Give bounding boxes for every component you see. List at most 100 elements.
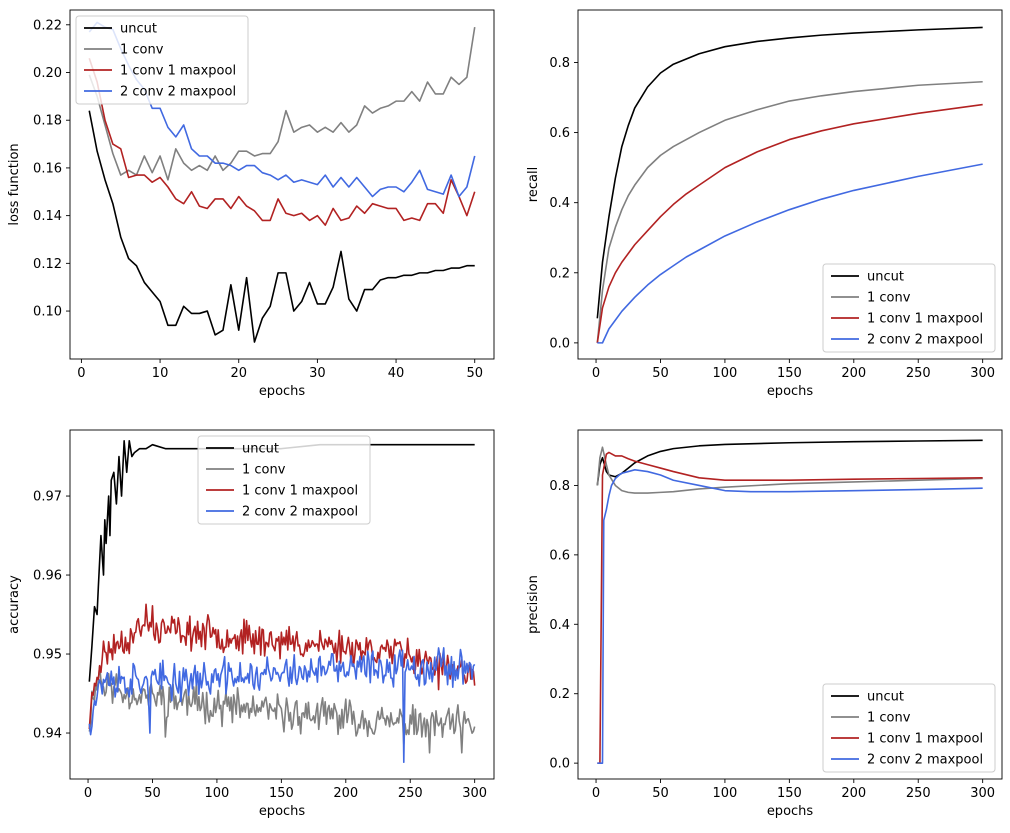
- legend-label: 1 conv: [242, 463, 286, 478]
- y-tick-label: 0.96: [33, 569, 62, 584]
- chart-recall: 0 50 100 150 200 250 300 0.0 0.2 0.4 0.6 0.8 epochs r…: [526, 9, 1003, 399]
- y-tick-label: 0.18: [33, 114, 62, 129]
- series-line-2-conv-2-maxpool: [88, 647, 476, 764]
- legend-label: 1 conv: [867, 711, 911, 726]
- legend-box: [75, 15, 249, 105]
- y-axis-label: precision: [526, 575, 541, 634]
- series-line-1-conv: [88, 27, 476, 181]
- legend-box: [197, 435, 371, 525]
- y-tick-label: 0.2: [549, 266, 570, 281]
- x-tick-label: 250: [906, 786, 931, 801]
- x-tick-label: 300: [970, 786, 995, 801]
- legend-label: 1 conv: [120, 43, 164, 58]
- legend-label: uncut: [867, 270, 904, 285]
- legend-label: uncut: [867, 690, 904, 705]
- x-tick-label: 20: [230, 366, 247, 381]
- legend-label: 1 conv 1 maxpool: [867, 312, 983, 327]
- x-axis-label: epochs: [259, 384, 306, 399]
- legend: uncut 1 conv 1 conv 1 maxpool 2 conv 2 maxp…: [75, 15, 249, 105]
- x-tick-label: 150: [777, 786, 802, 801]
- chart-precision: 0 50 100 150 200 250 300 0.0 0.2 0.4 0.6 0.8 epochs p…: [526, 429, 1003, 819]
- y-axis-label: recall: [526, 167, 541, 202]
- legend-label: 2 conv 2 maxpool: [867, 333, 983, 348]
- x-tick-label: 100: [205, 786, 230, 801]
- series-line-1-conv: [88, 665, 476, 754]
- x-tick-label: 100: [713, 786, 738, 801]
- series-group: [596, 26, 983, 344]
- y-tick-label: 0.94: [33, 727, 62, 742]
- x-axis-label: epochs: [767, 384, 814, 399]
- x-tick-label: 250: [906, 366, 931, 381]
- series-line-1-conv-1-maxpool: [88, 603, 476, 730]
- series-line-2-conv-2-maxpool: [597, 163, 983, 344]
- y-tick-label: 0.8: [549, 56, 570, 71]
- x-tick-label: 150: [269, 786, 294, 801]
- y-tick-label: 0.0: [549, 757, 570, 772]
- axes-frame: [577, 429, 1003, 780]
- x-tick-label: 100: [713, 366, 738, 381]
- y-tick-label: 0.20: [33, 66, 62, 81]
- series-line-uncut: [596, 26, 983, 319]
- x-tick-label: 250: [398, 786, 423, 801]
- chart-accuracy: 0 50 100 150 200 250 300 0.94 0.95 0.96 0.97 epochs…: [7, 429, 495, 819]
- x-tick-label: 200: [841, 786, 866, 801]
- series-group: [88, 21, 476, 343]
- series-line-2-conv-2-maxpool: [597, 469, 983, 764]
- x-tick-label: 10: [152, 366, 169, 381]
- x-tick-label: 300: [970, 366, 995, 381]
- y-tick-label: 0.6: [549, 126, 570, 141]
- x-axis-label: epochs: [767, 804, 814, 819]
- legend-box: [822, 683, 996, 773]
- series-line-1-conv: [596, 80, 983, 343]
- series-line-uncut: [596, 439, 983, 486]
- y-axis-label: accuracy: [7, 575, 22, 634]
- y-axis-label: loss function: [7, 143, 22, 225]
- y-tick-label: 0.10: [33, 305, 62, 320]
- x-tick-label: 30: [309, 366, 326, 381]
- legend-label: 1 conv 1 maxpool: [242, 484, 358, 499]
- y-tick-label: 0.4: [549, 196, 570, 211]
- legend-label: 1 conv 1 maxpool: [867, 732, 983, 747]
- axes-frame: [69, 429, 495, 780]
- x-tick-label: 0: [77, 366, 85, 381]
- y-tick-label: 0.4: [549, 618, 570, 633]
- y-tick-label: 0.14: [33, 209, 62, 224]
- x-tick-label: 50: [652, 786, 669, 801]
- x-tick-label: 50: [652, 366, 669, 381]
- x-tick-label: 0: [84, 786, 92, 801]
- y-tick-label: 0.16: [33, 161, 62, 176]
- series-group: [596, 439, 983, 764]
- x-tick-label: 0: [592, 366, 600, 381]
- x-tick-label: 0: [592, 786, 600, 801]
- x-tick-label: 150: [777, 366, 802, 381]
- series-line-1-conv-1-maxpool: [88, 57, 476, 226]
- chart-loss: 0 10 20 30 40 50 0.10 0.12 0.14 0.16 0.18 0.20 0.22 e…: [7, 9, 495, 399]
- legend-box: [822, 263, 996, 353]
- x-tick-label: 200: [841, 366, 866, 381]
- legend: uncut 1 conv 1 conv 1 maxpool 2 conv 2 maxp…: [197, 435, 371, 525]
- legend-label: uncut: [120, 22, 157, 37]
- y-tick-label: 0.22: [33, 18, 62, 33]
- legend: uncut 1 conv 1 conv 1 maxpool 2 conv 2 maxp…: [822, 683, 996, 773]
- y-tick-label: 0.12: [33, 257, 62, 272]
- legend-label: 1 conv 1 maxpool: [120, 64, 236, 79]
- series-line-2-conv-2-maxpool: [88, 21, 476, 198]
- series-line-1-conv-1-maxpool: [597, 451, 983, 764]
- series-line-1-conv-1-maxpool: [596, 103, 983, 343]
- x-tick-label: 200: [333, 786, 358, 801]
- x-axis-label: epochs: [259, 804, 306, 819]
- x-tick-label: 300: [462, 786, 487, 801]
- legend-label: 2 conv 2 maxpool: [120, 85, 236, 100]
- legend-label: 2 conv 2 maxpool: [242, 505, 358, 520]
- x-tick-label: 50: [466, 366, 483, 381]
- legend-label: 2 conv 2 maxpool: [867, 753, 983, 768]
- y-tick-label: 0.0: [549, 336, 570, 351]
- x-tick-label: 40: [388, 366, 405, 381]
- y-tick-label: 0.97: [33, 490, 62, 505]
- x-tick-label: 50: [144, 786, 161, 801]
- series-line-uncut: [88, 110, 475, 343]
- y-tick-label: 0.2: [549, 687, 570, 702]
- legend: uncut 1 conv 1 conv 1 maxpool 2 conv 2 maxp…: [822, 263, 996, 353]
- y-tick-label: 0.6: [549, 548, 570, 563]
